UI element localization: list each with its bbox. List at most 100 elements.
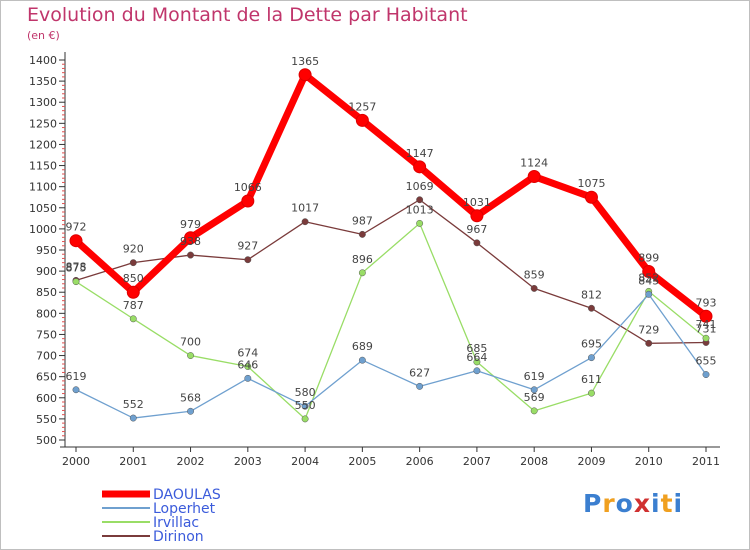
data-label-irvillac: 1013 — [406, 203, 434, 216]
data-label-daoulas: 899 — [638, 252, 659, 265]
proxiti-logo: Proxiti — [583, 489, 683, 518]
data-label-irvillac: 550 — [295, 399, 316, 412]
chart-title: Evolution du Montant de la Dette par Hab… — [27, 4, 468, 26]
data-label-daoulas: 972 — [66, 221, 87, 234]
y-tick-label: 550 — [36, 413, 57, 426]
data-point-daoulas — [298, 68, 312, 82]
data-label-irvillac: 569 — [524, 391, 545, 404]
logo-letter: r — [602, 489, 616, 518]
data-point-loperhet — [72, 386, 80, 394]
x-tick-label: 2001 — [119, 455, 147, 468]
data-label-dirinon: 812 — [581, 288, 602, 301]
y-tick-label: 500 — [36, 434, 57, 447]
data-label-loperhet: 664 — [466, 351, 487, 364]
data-label-daoulas: 1124 — [520, 157, 548, 170]
data-label-loperhet: 695 — [581, 338, 602, 351]
data-point-irvillac — [702, 334, 710, 342]
data-point-irvillac — [244, 363, 252, 370]
logo-letter: i — [651, 489, 661, 518]
data-label-loperhet: 646 — [237, 358, 258, 371]
data-point-loperhet — [187, 407, 194, 415]
data-point-daoulas — [69, 234, 83, 248]
data-point-daoulas — [642, 265, 656, 279]
data-label-dirinon: 920 — [123, 243, 144, 256]
logo-letter: x — [633, 489, 651, 518]
data-label-dirinon: 859 — [524, 268, 545, 281]
data-label-loperhet: 580 — [295, 386, 316, 399]
data-label-irvillac: 611 — [581, 373, 602, 386]
y-tick-label: 900 — [36, 265, 57, 278]
y-tick-label: 1400 — [29, 54, 57, 67]
data-label-dirinon: 731 — [696, 322, 717, 335]
data-point-loperhet — [588, 354, 595, 362]
data-point-dirinon — [473, 239, 481, 247]
data-label-dirinon: 878 — [66, 260, 87, 273]
x-tick-label: 2007 — [463, 455, 491, 468]
data-point-irvillac — [530, 407, 538, 415]
data-label-irvillac: 896 — [352, 253, 373, 266]
x-tick-label: 2011 — [692, 455, 720, 468]
data-label-irvillac: 685 — [466, 342, 487, 355]
data-label-daoulas: 1257 — [348, 100, 376, 113]
data-point-irvillac — [588, 389, 595, 397]
logo-letter: P — [583, 489, 603, 518]
y-tick-label: 1150 — [29, 160, 57, 173]
series-line-irvillac — [75, 222, 707, 420]
series-line-dirinon — [75, 199, 707, 344]
data-point-dirinon — [530, 284, 538, 292]
x-tick-label: 2003 — [234, 455, 262, 468]
data-point-daoulas — [699, 309, 713, 323]
data-point-daoulas — [584, 190, 598, 204]
data-point-dirinon — [244, 256, 252, 264]
data-label-loperhet: 568 — [180, 391, 201, 404]
data-point-dirinon — [645, 339, 653, 347]
data-point-dirinon — [358, 230, 366, 238]
data-point-daoulas — [355, 113, 369, 127]
data-label-daoulas: 979 — [180, 218, 201, 231]
y-tick-label: 1200 — [29, 138, 57, 151]
data-label-irvillac: 787 — [123, 299, 144, 312]
legend-label-irvillac: Irvillac — [153, 515, 199, 531]
x-tick-label: 2002 — [177, 455, 205, 468]
data-label-dirinon: 927 — [237, 240, 258, 253]
y-tick-label: 950 — [36, 244, 57, 257]
data-label-dirinon: 938 — [180, 235, 201, 248]
data-point-daoulas — [527, 170, 541, 184]
data-point-loperhet — [416, 382, 424, 390]
x-tick-label: 2010 — [635, 455, 663, 468]
legend-label-dirinon: Dirinon — [153, 529, 204, 545]
series-line-loperhet — [75, 293, 707, 419]
x-tick-label: 2006 — [406, 455, 434, 468]
data-point-dirinon — [129, 259, 137, 267]
data-point-daoulas — [470, 209, 484, 223]
data-label-loperhet: 689 — [352, 340, 373, 353]
x-tick-label: 2009 — [577, 455, 605, 468]
data-point-loperhet — [301, 402, 309, 410]
data-label-dirinon: 1017 — [291, 202, 319, 215]
data-point-daoulas — [184, 231, 198, 245]
x-tick-label: 2005 — [348, 455, 376, 468]
data-point-loperhet — [645, 290, 653, 298]
data-point-loperhet — [244, 374, 252, 382]
data-point-irvillac — [416, 219, 424, 227]
y-tick-label: 1300 — [29, 96, 57, 109]
data-point-loperhet — [702, 371, 710, 379]
logo-letter: t — [660, 489, 674, 518]
data-label-daoulas: 1075 — [577, 177, 605, 190]
x-tick-label: 2000 — [62, 455, 90, 468]
data-label-loperhet: 619 — [524, 370, 545, 383]
data-label-irvillac: 700 — [180, 336, 201, 349]
data-label-daoulas: 850 — [123, 272, 144, 285]
x-tick-label: 2004 — [291, 455, 319, 468]
data-point-dirinon — [588, 304, 595, 312]
data-label-irvillac: 741 — [696, 318, 717, 331]
data-point-dirinon — [416, 196, 424, 204]
series-line-daoulas — [72, 71, 710, 320]
data-point-daoulas — [241, 194, 255, 208]
data-label-daoulas: 1066 — [234, 181, 262, 194]
logo-letter: o — [615, 489, 634, 518]
y-tick-label: 750 — [36, 328, 57, 341]
data-label-dirinon: 1069 — [406, 180, 434, 193]
data-point-dirinon — [187, 251, 194, 259]
